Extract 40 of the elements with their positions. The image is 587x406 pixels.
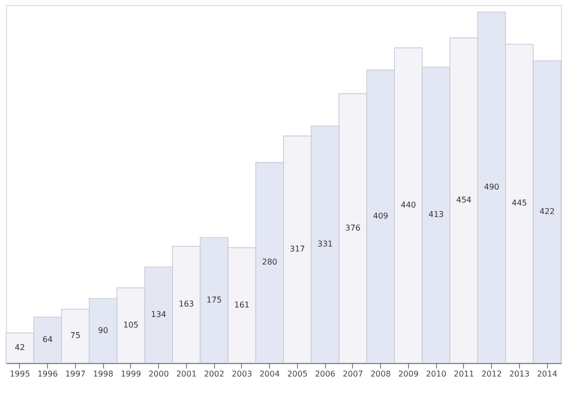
data-label: 445 <box>512 198 528 208</box>
x-tick-label: 2011 <box>454 370 474 378</box>
data-label: 75 <box>70 331 80 340</box>
data-label: 422 <box>539 206 555 216</box>
x-tick-label: 2006 <box>314 370 336 378</box>
x-tick-label: 2002 <box>204 370 224 378</box>
data-label: 413 <box>428 210 444 220</box>
x-tick-label: 2010 <box>426 370 446 378</box>
x-tick-label: 2007 <box>342 370 364 378</box>
data-label: 105 <box>123 320 139 330</box>
data-label: 376 <box>345 223 361 232</box>
x-tick-label: 2005 <box>287 370 308 378</box>
data-label: 64 <box>42 335 53 344</box>
x-tick-label: 2009 <box>398 370 419 378</box>
x-tick-label: 1998 <box>92 370 114 378</box>
data-label: 331 <box>317 239 333 248</box>
x-tick-label: 2003 <box>232 370 252 378</box>
data-label: 163 <box>178 300 194 309</box>
x-tick-label: 2013 <box>509 370 530 378</box>
data-label: 90 <box>98 326 108 335</box>
data-label: 317 <box>290 244 306 254</box>
x-tick-label: 2000 <box>148 370 169 378</box>
x-tick-label: 2004 <box>259 370 280 378</box>
x-tick-label: 2012 <box>481 370 502 378</box>
data-label: 440 <box>400 200 416 210</box>
data-label: 161 <box>234 300 250 310</box>
x-tick-label: 1997 <box>65 370 86 378</box>
data-label: 490 <box>484 182 500 192</box>
data-label: 134 <box>150 310 166 320</box>
x-tick-label: 2001 <box>176 370 197 378</box>
x-tick-label: 1995 <box>10 370 30 378</box>
x-tick-label: 2014 <box>536 370 558 378</box>
data-label: 454 <box>456 195 472 204</box>
data-label: 42 <box>14 342 25 352</box>
data-label: 409 <box>372 212 388 221</box>
x-tick-label: 1999 <box>120 370 142 378</box>
x-tick-label: 2008 <box>370 370 391 378</box>
x-tick-label: 1996 <box>37 370 58 378</box>
data-label: 175 <box>206 295 222 304</box>
data-label: 280 <box>262 258 278 267</box>
